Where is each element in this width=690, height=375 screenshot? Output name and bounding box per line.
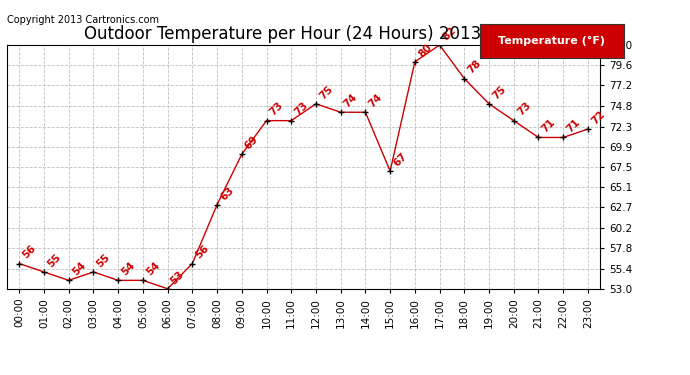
Text: 53: 53	[169, 268, 186, 286]
Text: 54: 54	[144, 260, 161, 278]
Text: 56: 56	[194, 243, 211, 261]
Text: 55: 55	[46, 252, 63, 269]
Text: 75: 75	[317, 84, 335, 101]
Text: 72: 72	[589, 109, 607, 126]
Text: 73: 73	[515, 100, 533, 118]
Text: 55: 55	[95, 252, 112, 269]
Text: 75: 75	[491, 84, 508, 101]
Text: 71: 71	[564, 117, 582, 135]
Text: 63: 63	[219, 184, 236, 202]
Text: 74: 74	[342, 92, 359, 110]
Text: 67: 67	[391, 151, 409, 168]
Text: 54: 54	[119, 260, 137, 278]
Text: 56: 56	[21, 243, 38, 261]
Text: 54: 54	[70, 260, 88, 278]
Title: Outdoor Temperature per Hour (24 Hours) 20130519: Outdoor Temperature per Hour (24 Hours) …	[84, 26, 523, 44]
Text: 71: 71	[540, 117, 558, 135]
Text: Temperature (°F): Temperature (°F)	[498, 36, 606, 46]
Text: 73: 73	[293, 100, 310, 118]
Text: 69: 69	[243, 134, 260, 152]
Text: 74: 74	[367, 92, 384, 110]
Text: 78: 78	[466, 58, 483, 76]
Text: Copyright 2013 Cartronics.com: Copyright 2013 Cartronics.com	[7, 15, 159, 25]
Text: 80: 80	[416, 42, 433, 59]
Text: 82: 82	[441, 25, 458, 42]
Text: 73: 73	[268, 100, 285, 118]
